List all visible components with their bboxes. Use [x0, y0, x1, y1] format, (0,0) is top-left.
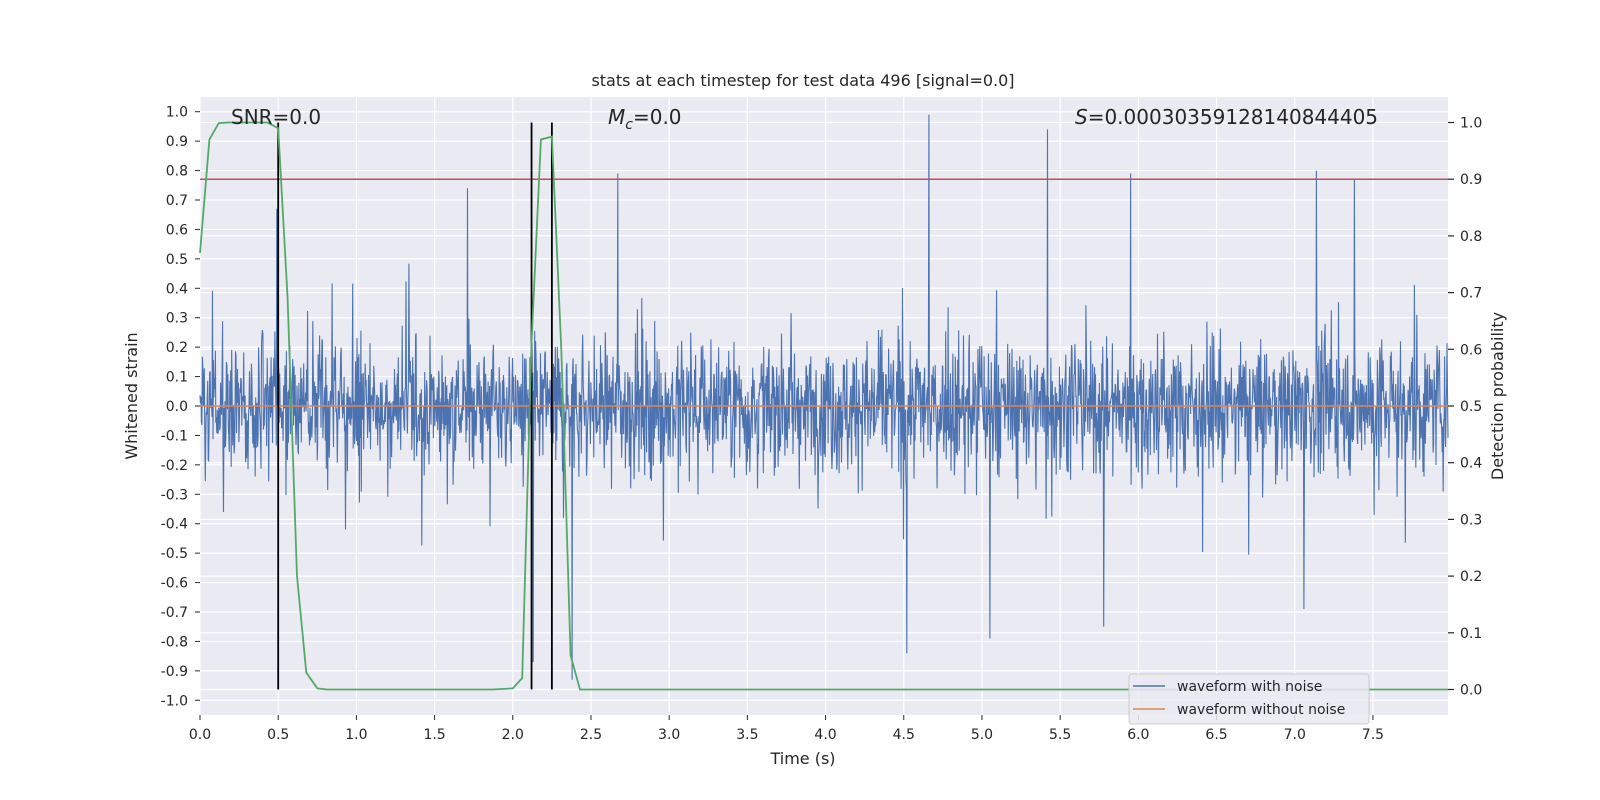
- x-tick-label: 0.0: [189, 727, 211, 743]
- y-tick-label: -0.4: [161, 517, 188, 533]
- left-y-ticks: 1.0 0.9 0.8 0.7 0.6 0.5 0.4 0.3 0.2 0.1 0.0 -0.1 -0.…: [161, 105, 200, 709]
- x-tick-label: 4.0: [814, 727, 836, 743]
- y-tick-label: 0.7: [166, 193, 188, 209]
- x-tick-label: 0.5: [267, 727, 289, 743]
- x-tick-label: 1.5: [423, 727, 445, 743]
- y2-tick-label: 0.8: [1460, 229, 1482, 245]
- y2-tick-label: 0.7: [1460, 286, 1482, 302]
- y-tick-label: 0.2: [166, 340, 188, 356]
- y2-tick-label: 0.1: [1460, 626, 1482, 642]
- y2-axis-title: Detection probability: [1488, 312, 1507, 480]
- y2-tick-label: 0.2: [1460, 569, 1482, 585]
- y2-tick-label: 0.3: [1460, 512, 1482, 528]
- x-tick-label: 5.0: [971, 727, 993, 743]
- y-tick-label: 1.0: [166, 105, 188, 121]
- y-tick-label: 0.3: [166, 311, 188, 327]
- x-tick-label: 4.5: [893, 727, 915, 743]
- y-tick-label: 0.0: [166, 399, 188, 415]
- legend: waveform with noise waveform without noi…: [1128, 673, 1370, 725]
- x-tick-label: 7.5: [1362, 727, 1384, 743]
- mc-value: =0.0: [633, 105, 682, 129]
- y-tick-label: 0.4: [166, 281, 188, 297]
- s-annotation: S=0.00030359128140844405: [1075, 105, 1378, 129]
- y-tick-label: 0.5: [166, 252, 188, 268]
- y-tick-label: -0.9: [161, 664, 188, 680]
- x-tick-label: 3.5: [736, 727, 758, 743]
- x-tick-label: 1.0: [345, 727, 367, 743]
- y-tick-label: -0.8: [161, 634, 188, 650]
- y-tick-label: 0.6: [166, 222, 188, 238]
- legend-label-clean: waveform without noise: [1177, 702, 1345, 718]
- y2-tick-label: 0.4: [1460, 456, 1482, 472]
- y2-tick-label: 0.9: [1460, 172, 1482, 188]
- chart-title: stats at each timestep for test data 496…: [591, 71, 1014, 90]
- y-tick-label: -0.2: [161, 458, 188, 474]
- y2-tick-label: 0.6: [1460, 342, 1482, 358]
- mc-subscript: c: [625, 117, 633, 133]
- mc-symbol: M: [608, 105, 625, 129]
- s-value: =0.00030359128140844405: [1088, 105, 1378, 129]
- right-y-ticks: 1.0 0.9 0.8 0.7 0.6 0.5 0.4 0.3 0.2 0.1 0.0: [1448, 116, 1482, 698]
- y-tick-label: -0.5: [161, 546, 188, 562]
- y-tick-label: 0.9: [166, 134, 188, 150]
- x-tick-label: 5.5: [1049, 727, 1071, 743]
- y-tick-label: -1.0: [161, 693, 188, 709]
- s-symbol: S: [1075, 105, 1088, 129]
- legend-label-noise: waveform with noise: [1177, 679, 1322, 695]
- y-tick-label: -0.7: [161, 605, 188, 621]
- snr-annotation: SNR=0.0: [231, 105, 321, 129]
- noise-waveform-line: [199, 114, 1449, 680]
- detection-probability-line: [199, 121, 1448, 691]
- x-tick-label: 6.0: [1127, 727, 1149, 743]
- y-tick-label: 0.8: [166, 164, 188, 180]
- x-tick-label: 2.5: [580, 727, 602, 743]
- y-tick-label: 0.1: [166, 370, 188, 386]
- y-axis-title: Whitened strain: [122, 332, 141, 459]
- x-tick-label: 7.0: [1284, 727, 1306, 743]
- x-tick-label: 3.0: [658, 727, 680, 743]
- x-axis-title: Time (s): [769, 749, 835, 768]
- y-tick-label: -0.6: [161, 576, 188, 592]
- x-ticks: 0.0 0.5 1.0 1.5 2.0 2.5 3.0 3.5 4.0 4.5 5.0 5.5 6.0 6…: [189, 715, 1384, 743]
- mc-annotation: Mc=0.0: [608, 105, 682, 133]
- y-tick-label: -0.3: [161, 487, 188, 503]
- y-tick-label: -0.1: [161, 428, 188, 444]
- legend-box: [1128, 673, 1370, 725]
- x-tick-label: 6.5: [1205, 727, 1227, 743]
- y2-tick-label: 0.5: [1460, 399, 1482, 415]
- y2-tick-label: 0.0: [1460, 682, 1482, 698]
- x-tick-label: 2.0: [502, 727, 524, 743]
- y2-tick-label: 1.0: [1460, 116, 1482, 132]
- vertical-markers: [277, 122, 553, 690]
